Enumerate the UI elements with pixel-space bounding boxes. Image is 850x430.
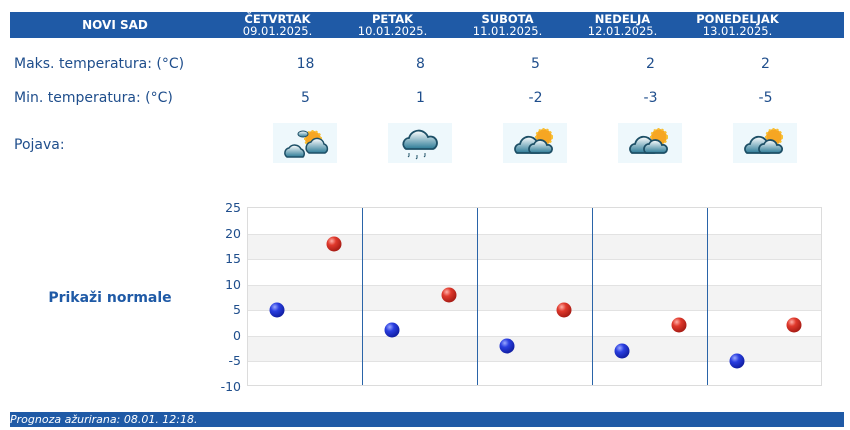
grid-band [248, 284, 821, 310]
partly-cloudy-sun-icon [273, 123, 337, 163]
grid-line [248, 310, 821, 311]
max-temp-point[interactable] [556, 302, 572, 318]
max-temp-point[interactable] [326, 236, 342, 252]
day-divider [592, 208, 593, 385]
y-tick: -5 [228, 353, 241, 368]
forecast-header: NOVI SAD ČETVRTAK 09.01.2025. PETAK 10.0… [10, 12, 844, 38]
day-name: NEDELJA [594, 12, 651, 26]
show-normals-link[interactable]: Prikaži normale [48, 290, 172, 306]
grid-line [248, 259, 821, 260]
y-tick: 0 [233, 327, 241, 343]
grid-line [248, 335, 821, 337]
day-name: SUBOTA [481, 12, 534, 26]
plot-area [247, 207, 822, 386]
temperature-chart: 25 20 15 10 5 0 -5 -10 [200, 200, 840, 395]
footer-bar: Prognoza ažurirana: 08.01. 12:18. [10, 412, 844, 427]
max-temp-value: 2 [761, 56, 770, 72]
day-header-3: SUBOTA 11.01.2025. [450, 13, 565, 37]
cloud-sun-icon [503, 123, 567, 163]
max-temp-value: 8 [416, 56, 425, 72]
max-temp-value: 18 [296, 56, 315, 72]
min-temp-label: Min. temperatura: (°C) [14, 90, 173, 106]
y-tick: 15 [225, 251, 241, 266]
cloud-sun-icon [733, 123, 797, 163]
day-divider [707, 208, 708, 385]
max-temp-point[interactable] [786, 317, 802, 333]
min-temp-value: 1 [416, 90, 425, 106]
y-tick: 20 [225, 225, 241, 241]
day-header-5: PONEDELJAK 13.01.2025. [680, 13, 795, 37]
day-date: 10.01.2025. [357, 24, 428, 38]
y-tick: -10 [220, 378, 241, 394]
rain-cloud-icon [388, 123, 452, 163]
day-header-2: PETAK 10.01.2025. [335, 13, 450, 37]
day-divider [362, 208, 363, 385]
grid-line [248, 233, 821, 235]
day-divider [477, 208, 478, 385]
min-temp-point[interactable] [499, 338, 515, 354]
max-temp-value: 5 [531, 56, 540, 72]
max-temp-point[interactable] [671, 317, 687, 333]
min-temp-point[interactable] [384, 322, 400, 338]
city-name: NOVI SAD [82, 18, 148, 32]
y-tick: 25 [225, 200, 241, 215]
min-temp-value: 5 [301, 90, 310, 106]
min-temp-point[interactable] [729, 353, 745, 369]
max-temp-point[interactable] [441, 287, 457, 303]
min-temp-value: -3 [643, 90, 658, 106]
min-temp-value: -5 [758, 90, 773, 106]
min-temp-point[interactable] [614, 343, 630, 359]
day-name: PETAK [371, 12, 414, 26]
max-temp-value: 2 [646, 56, 655, 72]
min-temp-point[interactable] [269, 302, 285, 318]
day-date: 13.01.2025. [702, 24, 773, 38]
day-date: 11.01.2025. [472, 24, 543, 38]
grid-band [248, 335, 821, 361]
min-temp-value: -2 [528, 90, 543, 106]
phenomenon-label: Pojava: [14, 137, 65, 153]
day-name: ČETVRTAK [244, 12, 311, 26]
day-date: 12.01.2025. [587, 24, 658, 38]
cloud-sun-icon [618, 123, 682, 163]
day-name: PONEDELJAK [696, 12, 779, 26]
grid-band [248, 233, 821, 259]
grid-line [248, 284, 821, 286]
forecast-updated-text: Prognoza ažurirana: 08.01. 12:18. [10, 413, 198, 426]
day-header-1: ČETVRTAK 09.01.2025. [220, 13, 335, 37]
y-tick: 5 [233, 302, 241, 317]
grid-line [248, 361, 821, 362]
max-temp-label: Maks. temperatura: (°C) [14, 56, 185, 72]
day-header-4: NEDELJA 12.01.2025. [565, 13, 680, 37]
day-date: 09.01.2025. [242, 24, 313, 38]
y-tick: 10 [225, 276, 241, 292]
